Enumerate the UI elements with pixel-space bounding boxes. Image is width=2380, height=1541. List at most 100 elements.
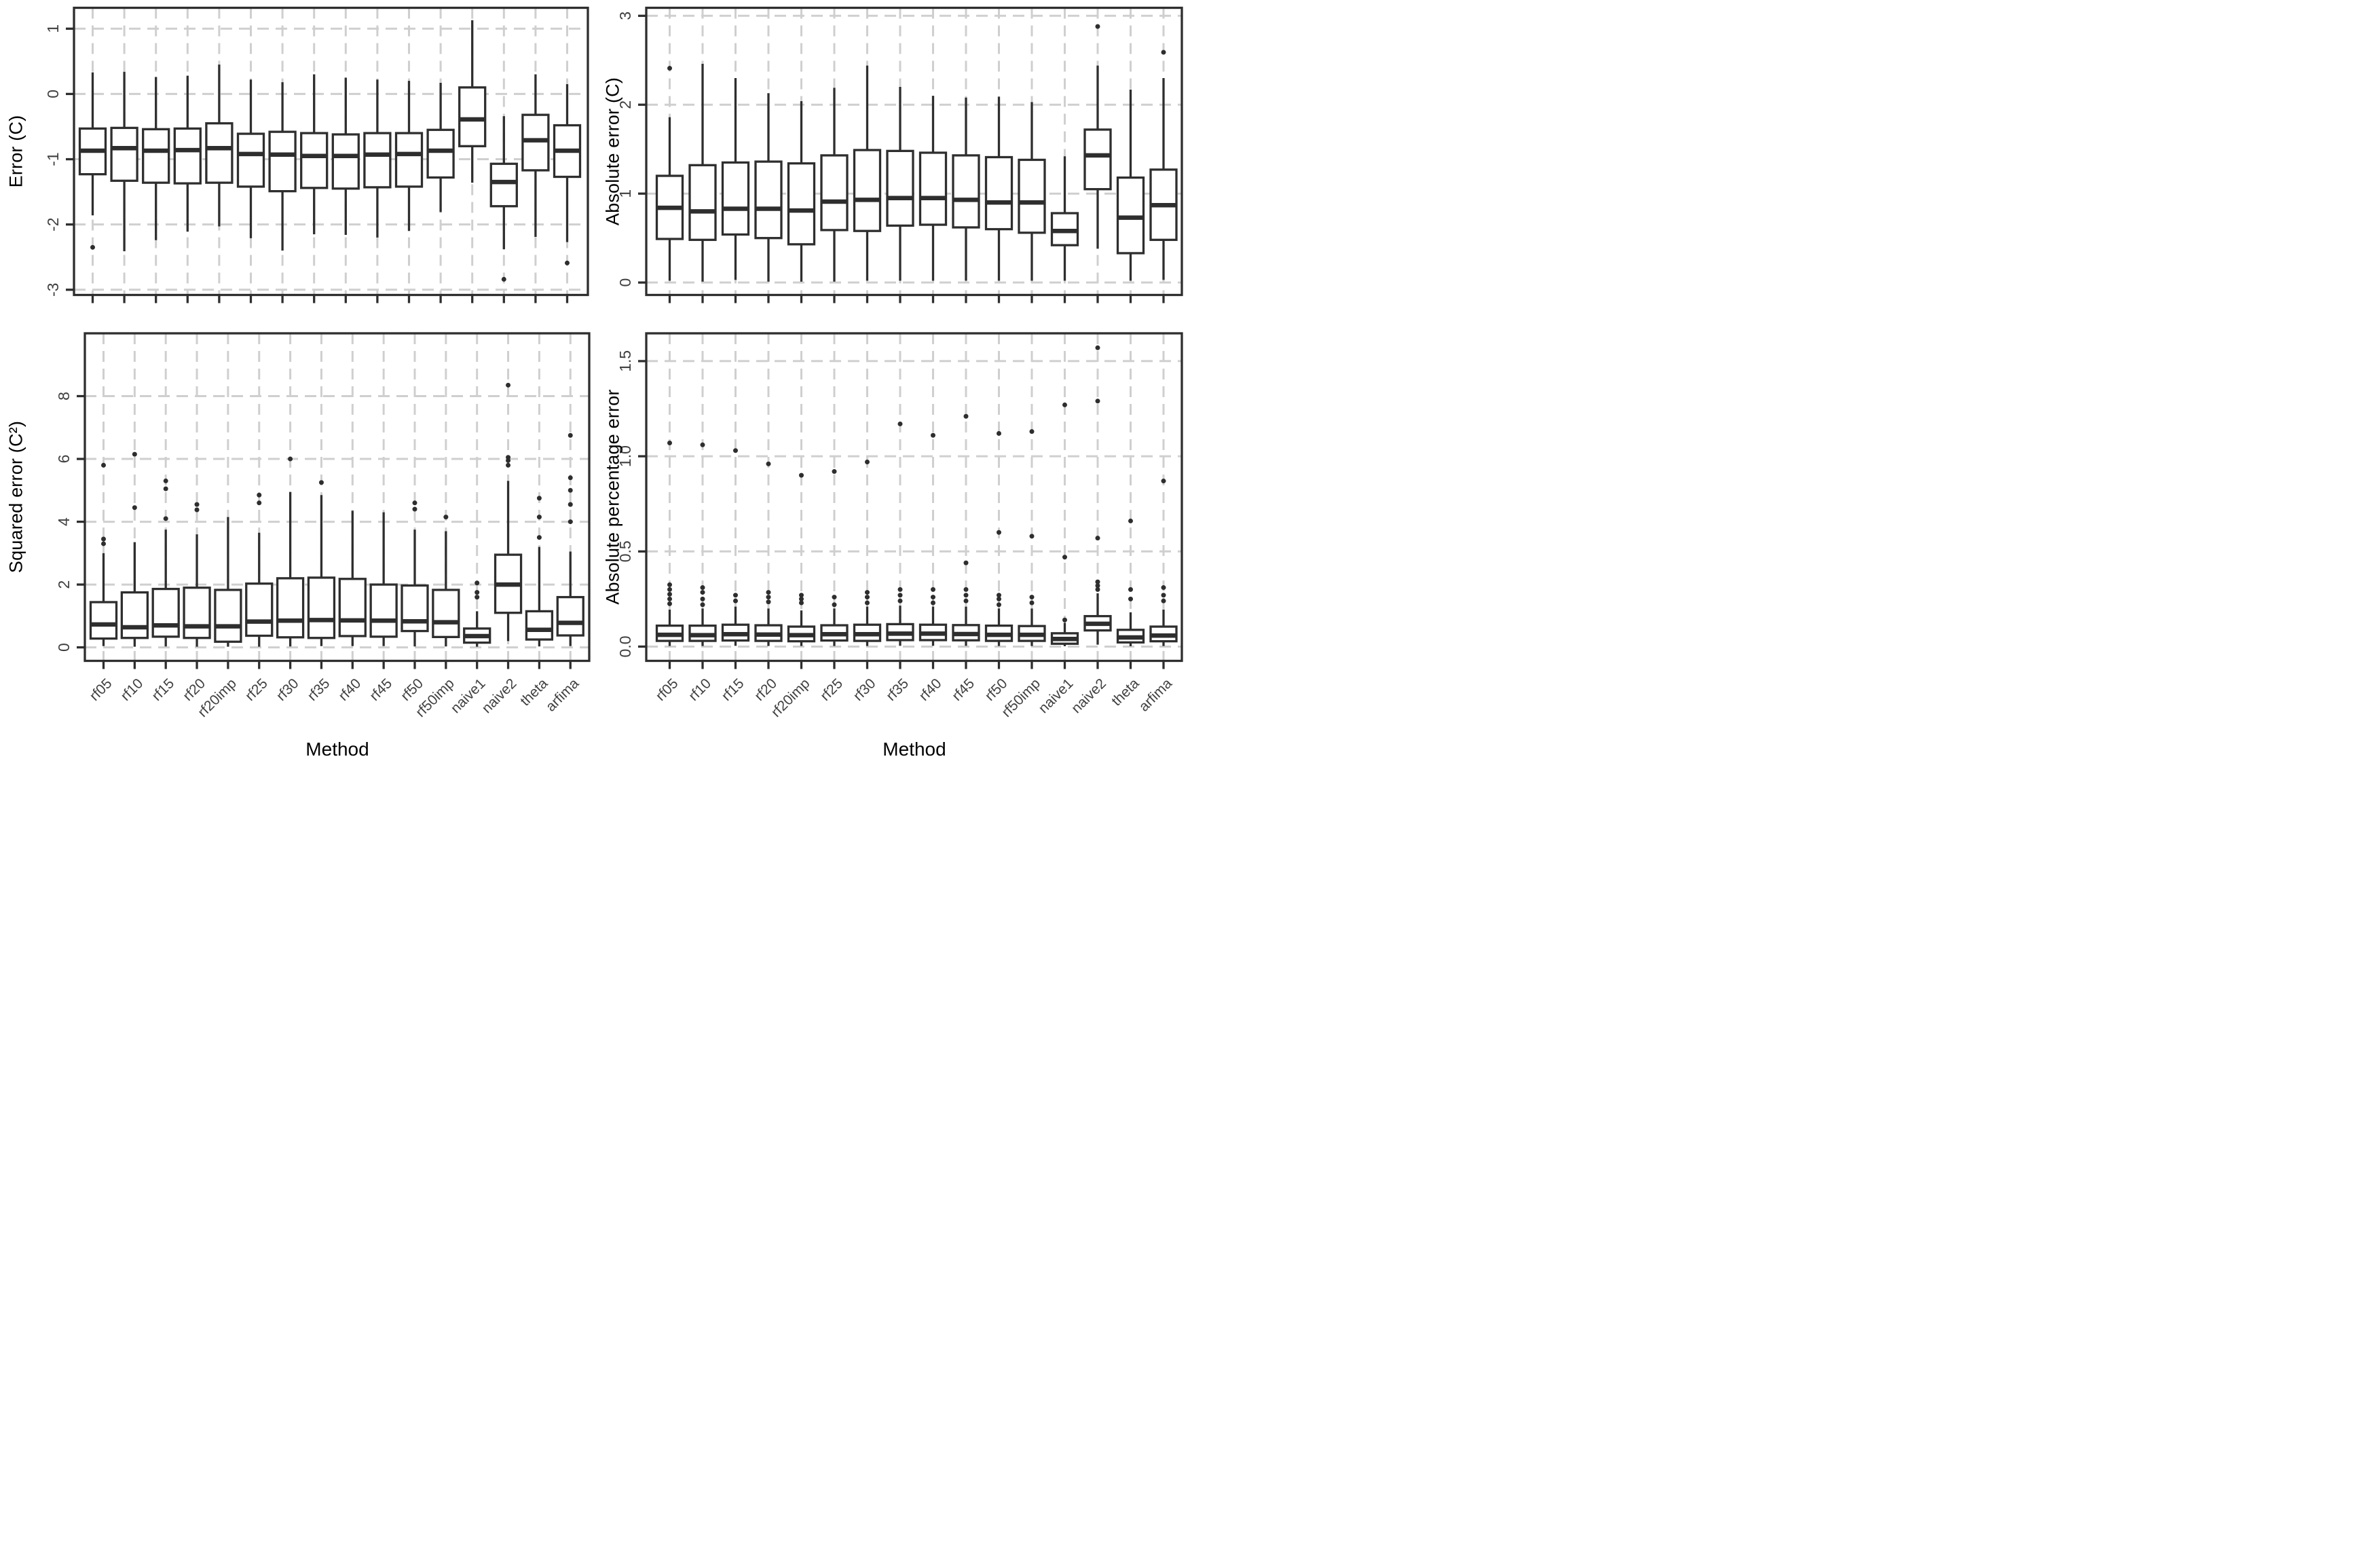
iqr-box bbox=[120, 591, 149, 639]
outlier-point bbox=[766, 599, 771, 605]
iqr-box bbox=[205, 122, 234, 184]
box-theta bbox=[525, 496, 554, 647]
iqr-box bbox=[721, 161, 750, 236]
box-rf40 bbox=[918, 432, 948, 646]
iqr-box bbox=[952, 154, 980, 229]
box-arfima bbox=[1149, 50, 1178, 280]
outlier-point bbox=[931, 587, 935, 592]
box-rf05 bbox=[655, 66, 684, 281]
y-axis-title-absolute-error: Absolute error (C) bbox=[602, 77, 623, 226]
outlier-point bbox=[667, 587, 672, 592]
outlier-point bbox=[475, 595, 480, 600]
x-tick-label-rf40: rf40 bbox=[916, 675, 945, 704]
box-rf10 bbox=[110, 71, 138, 252]
box-rf40 bbox=[918, 96, 948, 281]
outlier-point bbox=[132, 505, 137, 510]
box-rf20imp bbox=[205, 64, 234, 227]
box-naive2 bbox=[489, 116, 518, 282]
y-tick-label: 6 bbox=[55, 455, 73, 464]
outlier-point bbox=[1095, 587, 1100, 592]
outlier-point bbox=[90, 244, 95, 250]
outlier-point bbox=[700, 590, 705, 595]
outlier-point bbox=[897, 587, 903, 592]
gridlines bbox=[646, 333, 1182, 661]
y-tick-label: 3 bbox=[616, 12, 634, 20]
x-tick-label-rf50: rf50 bbox=[982, 675, 1011, 704]
outlier-point bbox=[536, 535, 542, 540]
iqr-box bbox=[268, 130, 297, 193]
box-rf20imp bbox=[214, 517, 242, 647]
iqr-box bbox=[426, 128, 455, 179]
outlier-point bbox=[733, 598, 738, 604]
iqr-box bbox=[245, 582, 274, 637]
outlier-point bbox=[700, 596, 705, 601]
outlier-point bbox=[506, 462, 511, 468]
outlier-point bbox=[766, 590, 771, 595]
boxplot-figure: 1 0 -1 -2 -3 3 2 1 0 8 6 4 2 0 rf05 rf10 rf15 rf20 rf20imp… bbox=[0, 0, 1190, 770]
box-rf35 bbox=[307, 480, 336, 646]
outlier-point bbox=[443, 515, 449, 520]
outlier-point bbox=[101, 541, 106, 546]
x-axis-title-right: Method bbox=[882, 739, 946, 760]
x-tick-label-naive2: naive2 bbox=[479, 675, 520, 716]
outlier-point bbox=[318, 480, 324, 485]
outlier-point bbox=[568, 502, 573, 507]
outlier-point bbox=[1095, 583, 1100, 589]
panel-border bbox=[645, 332, 1183, 663]
box-naive2 bbox=[1083, 345, 1112, 645]
y-axis-title-squared-error: Squared error (C²) bbox=[5, 420, 26, 574]
y-tick-label: 0 bbox=[44, 90, 62, 98]
box-naive1 bbox=[463, 580, 491, 647]
x-tick-label-rf35: rf35 bbox=[883, 675, 912, 704]
box-rf15 bbox=[142, 77, 170, 240]
outlier-point bbox=[832, 602, 837, 608]
y-tick-label: 1.5 bbox=[616, 350, 634, 372]
box-naive1 bbox=[1050, 402, 1079, 646]
x-tick-label-rf10: rf10 bbox=[686, 675, 714, 704]
x-tick-label-rf30: rf30 bbox=[274, 675, 302, 704]
box-rf25 bbox=[820, 88, 849, 282]
outlier-point bbox=[733, 448, 738, 453]
outlier-point bbox=[931, 595, 935, 600]
box-naive1 bbox=[1050, 156, 1079, 281]
outlier-point bbox=[288, 456, 293, 462]
outlier-point bbox=[897, 593, 903, 598]
outlier-point bbox=[832, 469, 837, 475]
iqr-box bbox=[183, 587, 211, 639]
outlier-point bbox=[568, 519, 573, 525]
y-axis-title-absolute-percentage-error: Absolute percentage error bbox=[602, 389, 623, 605]
outlier-point bbox=[667, 596, 672, 601]
outlier-point bbox=[1128, 587, 1133, 592]
panel-border bbox=[645, 6, 1183, 297]
outlier-point bbox=[568, 432, 573, 438]
outlier-point bbox=[475, 580, 480, 586]
outlier-point bbox=[799, 600, 804, 606]
iqr-box bbox=[401, 584, 429, 633]
x-axis-title-left: Method bbox=[305, 739, 369, 760]
iqr-box bbox=[853, 149, 882, 232]
x-tick-label-rf40: rf40 bbox=[335, 675, 364, 704]
outlier-point bbox=[565, 260, 570, 265]
box-rf25 bbox=[245, 492, 274, 647]
panel-border bbox=[73, 6, 589, 297]
outlier-point bbox=[1029, 429, 1035, 434]
iqr-box bbox=[151, 587, 180, 638]
outlier-point bbox=[667, 582, 672, 587]
iqr-box bbox=[363, 132, 392, 189]
outlier-point bbox=[963, 593, 969, 598]
outlier-point bbox=[667, 66, 672, 71]
outlier-point bbox=[997, 430, 1001, 436]
outlier-point bbox=[568, 487, 573, 493]
outlier-point bbox=[865, 600, 870, 606]
box-rf50 bbox=[394, 81, 424, 231]
outlier-point bbox=[963, 598, 969, 604]
box-rf05 bbox=[655, 440, 684, 646]
box-rf05 bbox=[89, 462, 118, 646]
panel-border bbox=[83, 332, 591, 663]
box-rf50imp bbox=[1018, 429, 1046, 646]
box-rf45 bbox=[363, 79, 392, 238]
outlier-point bbox=[1062, 555, 1067, 560]
